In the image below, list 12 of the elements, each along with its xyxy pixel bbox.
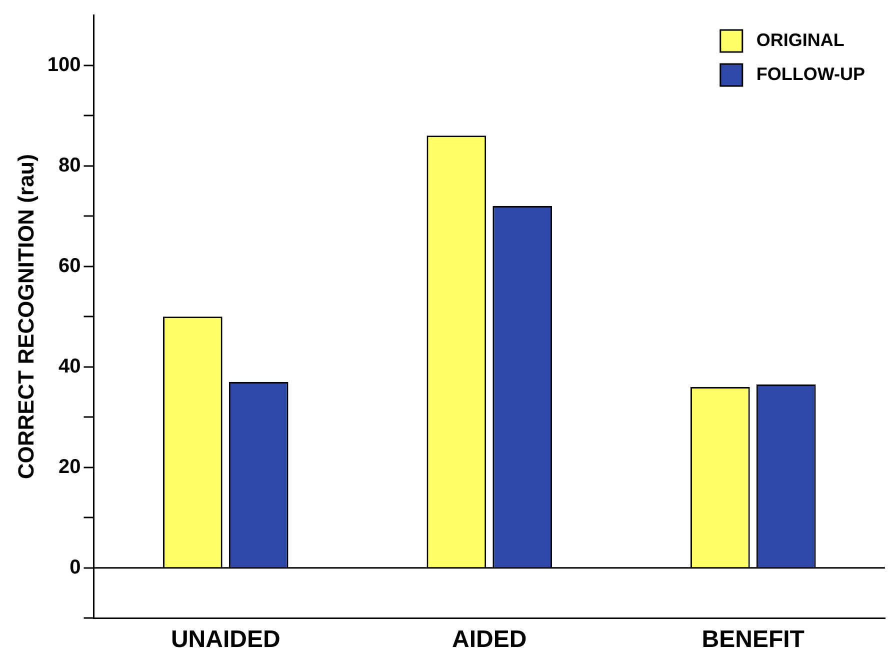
y-tick-label: 20 (58, 456, 81, 478)
y-tick-label: 80 (58, 154, 81, 176)
legend-label: FOLLOW-UP (756, 64, 866, 84)
x-tick-label: BENEFIT (702, 626, 805, 654)
x-tick-label: AIDED (452, 626, 527, 654)
x-tick-label: UNAIDED (170, 626, 280, 654)
y-tick-label: 40 (58, 355, 81, 378)
y-tick-label: 60 (58, 254, 81, 277)
y-axis-title: CORRECT RECOGNITION (rau) (13, 154, 38, 480)
legend-label: ORIGINAL (756, 30, 844, 50)
y-tick-label: 100 (47, 54, 81, 76)
y-tick-label: 0 (70, 556, 81, 578)
